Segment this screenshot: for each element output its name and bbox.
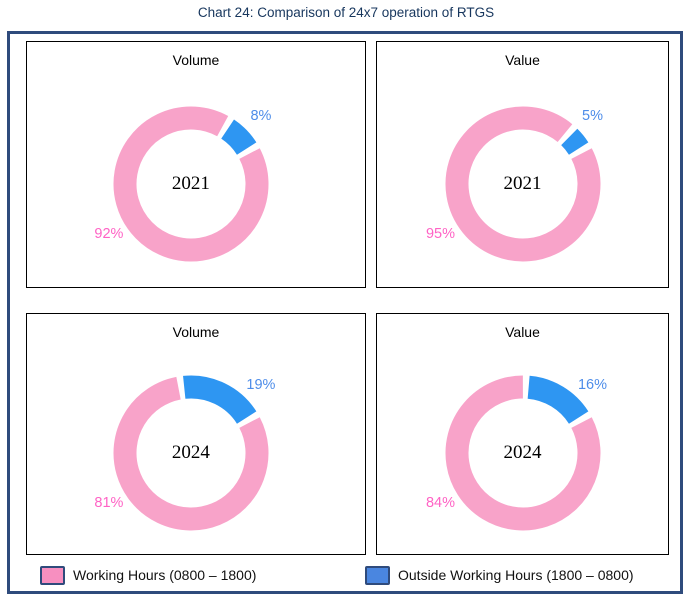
- working-pct-label: 92%: [94, 226, 124, 243]
- chart-panel-value-2024: Value 2024 84% 16%: [376, 313, 669, 555]
- working-pct-label: 95%: [425, 226, 456, 243]
- legend-label-working-hours: Working Hours (0800 – 1800): [73, 567, 257, 583]
- working-hours-segment: [113, 106, 269, 262]
- page-title: Chart 24: Comparison of 24x7 operation o…: [197, 5, 495, 20]
- working-pct-label: 81%: [94, 495, 124, 512]
- working-hours-swatch: [40, 565, 65, 585]
- working-hours-segment: [445, 375, 600, 531]
- outside-working-hours-segment: [182, 375, 257, 425]
- year-label: 2021: [503, 173, 542, 195]
- outside-working-hours-segment: [526, 375, 588, 425]
- chart-title: Value: [505, 52, 540, 68]
- donut-chart: [445, 375, 600, 531]
- outside-pct-label: 16%: [577, 377, 608, 394]
- outside-working-hours-swatch: [365, 565, 390, 585]
- legend-item-working-hours: Working Hours (0800 – 1800): [40, 562, 256, 588]
- working-hours-segment: [113, 377, 269, 531]
- working-hours-segment: [445, 106, 600, 262]
- donut-chart: [113, 375, 269, 531]
- year-label: 2021: [171, 173, 210, 195]
- donut-chart: [113, 106, 269, 262]
- working-pct-label: 84%: [425, 495, 456, 512]
- chart-title: Volume: [172, 52, 220, 68]
- outside-pct-label: 5%: [582, 108, 603, 125]
- legend: Working Hours (0800 – 1800) Outside Work…: [10, 562, 680, 588]
- chart-title: Value: [505, 324, 540, 340]
- outside-pct-label: 19%: [246, 377, 276, 394]
- legend-item-outside-working-hours: Outside Working Hours (1800 – 0800): [365, 562, 634, 588]
- outside-working-hours-segment: [560, 128, 588, 156]
- chart-panel-value-2021: Value 2021 95% 5%: [376, 41, 669, 288]
- chart-title: Volume: [172, 324, 220, 340]
- donut-chart: [445, 106, 600, 262]
- chart-frame: Volume 2021 92% 8% Value 2021 95% 5% Vol…: [7, 31, 683, 594]
- year-label: 2024: [503, 442, 542, 464]
- legend-label-outside-working-hours: Outside Working Hours (1800 – 0800): [398, 567, 634, 583]
- outside-working-hours-segment: [220, 119, 257, 156]
- year-label: 2024: [171, 442, 210, 464]
- chart-panel-volume-2021: Volume 2021 92% 8%: [26, 41, 366, 288]
- outside-pct-label: 8%: [250, 108, 272, 125]
- chart-panel-volume-2024: Volume 2024 81% 19%: [26, 313, 366, 555]
